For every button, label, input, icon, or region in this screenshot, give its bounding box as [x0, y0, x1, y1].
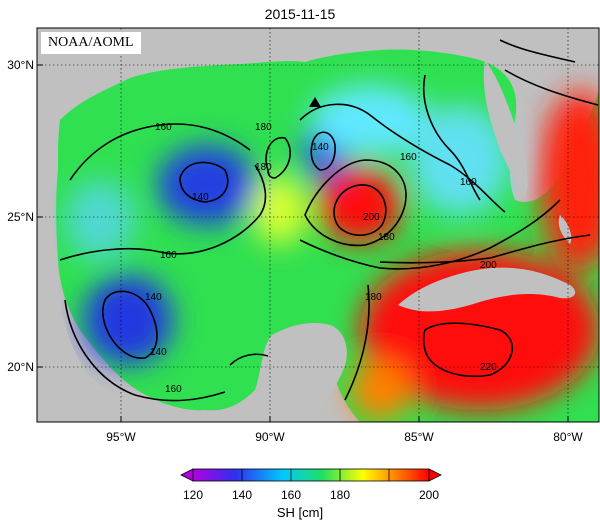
lon-label: 95°W — [106, 430, 136, 444]
contour-220-caribbean — [422, 322, 514, 378]
contour-200-atlantic — [504, 69, 599, 106]
contour-label: 140 — [312, 142, 329, 153]
lon-label: 80°W — [553, 430, 583, 444]
colorbar-high-arrow — [428, 468, 442, 482]
cyan-west-shelf — [65, 180, 135, 260]
contour-140-central — [179, 161, 229, 203]
gulf-north-coast — [37, 28, 599, 130]
contour-label: 160 — [165, 384, 182, 395]
contour-label: 180 — [255, 162, 272, 173]
contour-160-south — [64, 299, 226, 402]
lat-label: 30°N — [7, 58, 34, 72]
loop-current-eddy — [318, 167, 402, 243]
colorbar-low-arrow — [180, 468, 194, 482]
contour-160-ne — [422, 74, 481, 201]
orange-rim — [350, 360, 410, 420]
lon-label: 90°W — [255, 430, 285, 444]
contour-label: 200 — [363, 212, 380, 223]
florida-land — [483, 60, 528, 198]
contour-140-west — [101, 290, 158, 359]
contour-180-south — [229, 353, 269, 366]
contour-label: 200 — [480, 260, 497, 271]
contour-label: 180 — [255, 122, 272, 133]
contour-label-group: 160 140 140 180 140 180 160 160 180 200 … — [145, 122, 497, 395]
colorbar-tick-label: 140 — [231, 488, 253, 502]
contour-label: 160 — [160, 250, 177, 261]
cuba-land — [398, 267, 576, 312]
colorbar-tick-label: 160 — [280, 488, 302, 502]
contour-160-west — [59, 164, 267, 261]
contour-180-central — [265, 137, 291, 179]
credit-label: NOAA/AOML — [41, 32, 141, 54]
colorbar — [180, 468, 442, 482]
contour-160-north — [69, 123, 251, 181]
contour-label: 220 — [480, 362, 497, 373]
eddy-low-central — [157, 145, 257, 225]
station-marker-icon — [309, 97, 321, 107]
contour-label: 160 — [155, 122, 172, 133]
colorbar-tick-label: 180 — [329, 488, 351, 502]
eddy-low-west — [83, 275, 173, 365]
contour-label: 140 — [192, 192, 209, 203]
map-frame — [36, 27, 600, 423]
contour-lines — [59, 39, 599, 402]
contour-label: 140 — [145, 292, 162, 303]
cyan-band-east — [410, 105, 510, 215]
contour-180-yucatan — [344, 284, 370, 401]
contour-140-north — [310, 131, 336, 171]
contour-label: 160 — [460, 177, 477, 188]
contour-160-loop — [299, 103, 506, 213]
mexico-yucatan-land — [210, 323, 347, 422]
contour-180-loop — [304, 159, 407, 247]
contour-200-loop — [333, 184, 387, 236]
yellow-patch — [252, 175, 308, 245]
contour-label: 180 — [378, 232, 395, 243]
colorbar-tick-label: 200 — [418, 488, 440, 502]
contour-200-east — [379, 234, 591, 264]
lon-label: 85°W — [404, 430, 434, 444]
contour-label: 140 — [150, 347, 167, 358]
colorbar-tick-label: 120 — [182, 488, 204, 502]
contour-label: 180 — [365, 292, 382, 303]
grid-lines — [37, 28, 599, 422]
contour-160-atl — [499, 39, 576, 63]
lat-label: 25°N — [7, 210, 34, 224]
contour-label: 160 — [400, 152, 417, 163]
map-title: 2015-11-15 — [264, 6, 336, 22]
lat-label: 20°N — [7, 360, 34, 374]
axis-ticks — [37, 64, 569, 422]
contour-180-east — [299, 199, 561, 270]
colorbar-title: SH [cm] — [276, 505, 324, 520]
atlantic-high — [540, 90, 599, 270]
colorbar-gradient — [192, 468, 430, 482]
mexico-west-coast — [37, 130, 200, 422]
